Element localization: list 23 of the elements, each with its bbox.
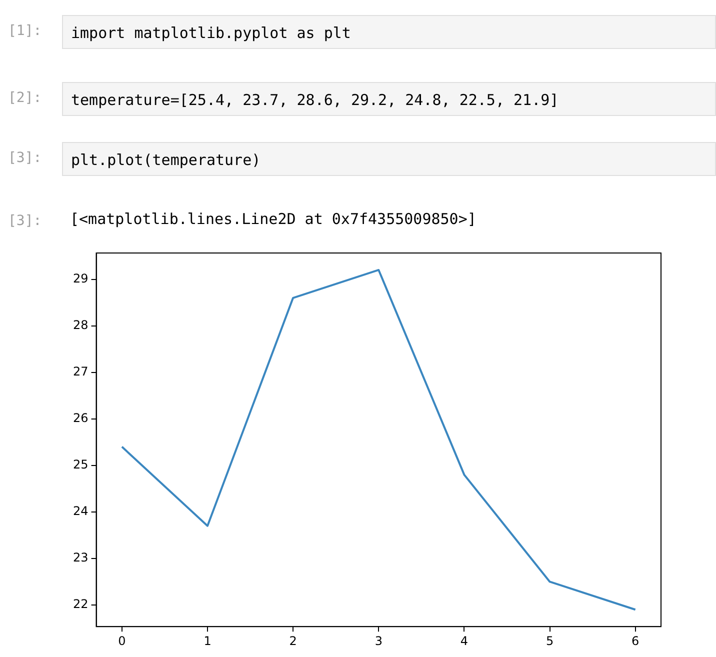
- x-tick-label: 4: [460, 634, 468, 648]
- y-tick-label: 28: [72, 318, 88, 332]
- text: [1]:: [8, 23, 42, 39]
- text: [3]:: [8, 213, 42, 229]
- text: [2]:: [8, 90, 42, 106]
- text: import matplotlib.pyplot as plt: [62, 15, 716, 49]
- x-tick-label: 0: [118, 634, 126, 648]
- y-tick-label: 24: [72, 504, 88, 518]
- x-tick-label: 2: [289, 634, 297, 648]
- x-tick-label: 1: [204, 634, 212, 648]
- text: [3]:: [8, 150, 42, 166]
- y-tick-label: 22: [72, 597, 88, 612]
- x-tick-label: 5: [546, 634, 554, 648]
- text: [<matplotlib.lines.Line2D at 0x7f4355009850>]: [70, 210, 476, 228]
- y-tick-label: 29: [72, 271, 88, 286]
- text: plt.plot(temperature): [62, 142, 716, 176]
- y-tick-label: 23: [72, 550, 88, 565]
- y-tick-label: 27: [72, 364, 88, 378]
- y-tick-label: 26: [72, 410, 88, 425]
- x-tick-label: 6: [632, 634, 640, 648]
- x-tick-label: 3: [374, 634, 382, 648]
- text: temperature=[25.4, 23.7, 28.6, 29.2, 24.8, 22.5, 21.9]: [62, 82, 716, 116]
- y-tick-label: 25: [72, 458, 88, 472]
